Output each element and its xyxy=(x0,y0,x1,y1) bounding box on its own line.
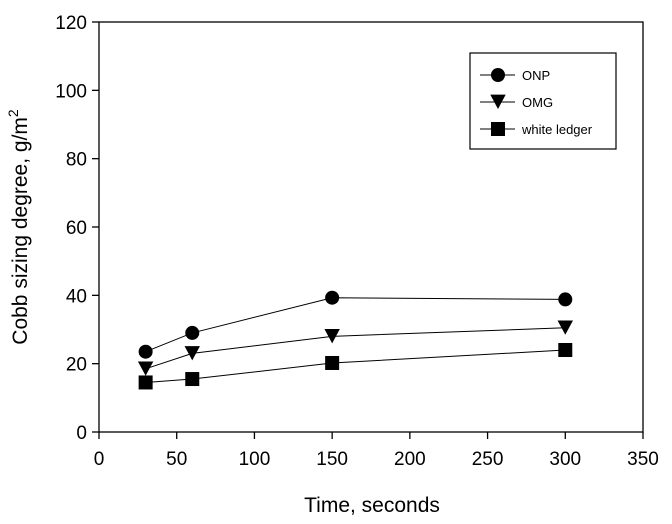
y-tick-label: 20 xyxy=(66,355,87,376)
y-axis-title-superscript: 2 xyxy=(5,109,21,117)
data-point xyxy=(138,375,153,390)
legend-marker xyxy=(491,68,505,82)
data-point xyxy=(185,325,200,340)
series-layer xyxy=(137,290,573,390)
x-tick-label: 100 xyxy=(239,449,271,470)
legend-marker xyxy=(491,122,505,136)
data-point xyxy=(558,292,573,307)
series-omg xyxy=(137,320,573,376)
data-point xyxy=(138,344,153,359)
data-point xyxy=(558,343,573,357)
legend-label: OMG xyxy=(522,95,553,110)
series-line xyxy=(145,349,566,383)
x-tick-label: 250 xyxy=(472,449,504,470)
legend-label: white ledger xyxy=(521,122,593,137)
y-tick-label: 80 xyxy=(66,150,87,171)
axes: 0 50 100 150 200 250 300 350 0 20 40 60 80 100 120 xyxy=(55,13,659,470)
x-tick-label: 50 xyxy=(166,449,187,470)
legend: ONP OMG white ledger xyxy=(469,52,617,150)
data-point xyxy=(325,355,340,370)
series-white-ledger xyxy=(138,343,573,390)
x-axis-title: Time, seconds xyxy=(304,494,440,517)
x-tick-label: 200 xyxy=(394,449,426,470)
x-tick-label: 350 xyxy=(627,449,659,470)
y-tick-label: 60 xyxy=(66,218,87,239)
y-tick-label: 40 xyxy=(66,286,87,307)
data-point xyxy=(185,372,200,387)
x-tick-label: 300 xyxy=(549,449,581,470)
legend-label: ONP xyxy=(522,68,550,83)
y-tick-label: 0 xyxy=(76,423,87,444)
series-line xyxy=(145,327,566,370)
series-onp xyxy=(138,290,573,359)
data-point xyxy=(325,290,340,305)
y-axis-title: Cobb sizing degree, g/m2 xyxy=(5,109,32,345)
data-point xyxy=(557,320,573,335)
legend-marker xyxy=(490,94,506,109)
x-tick-label: 0 xyxy=(94,449,105,470)
series-line xyxy=(145,297,566,353)
y-tick-label: 100 xyxy=(55,81,87,102)
y-tick-label: 120 xyxy=(55,13,87,34)
data-point xyxy=(324,328,340,344)
data-point xyxy=(184,346,200,361)
x-tick-label: 150 xyxy=(316,449,348,470)
y-axis-title-main: Cobb sizing degree, g/m xyxy=(9,117,32,345)
data-point xyxy=(137,361,154,376)
